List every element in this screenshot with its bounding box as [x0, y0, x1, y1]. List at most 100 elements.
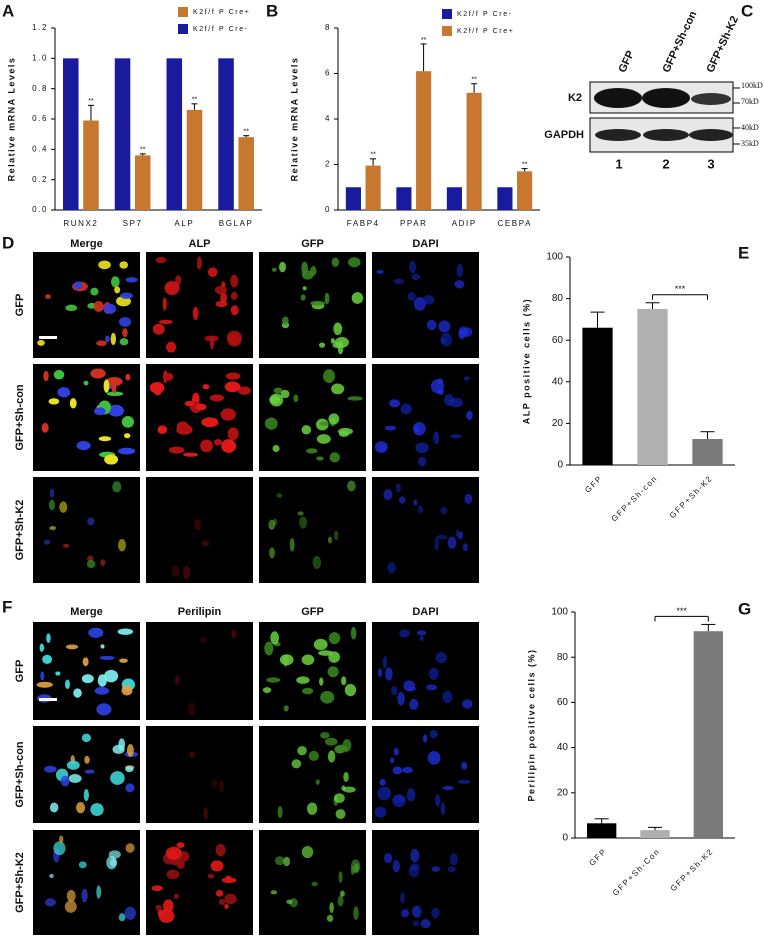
cell-signal — [433, 431, 440, 445]
cell-signal — [297, 511, 304, 516]
cell-signal — [66, 889, 76, 902]
marker-label: 100kD — [741, 81, 763, 90]
cell-signal — [458, 328, 466, 340]
cell-signal — [103, 303, 117, 315]
cell-signal — [273, 387, 283, 394]
cell-signal — [270, 631, 280, 645]
cell-signal — [318, 650, 333, 656]
cell-signal — [324, 292, 330, 305]
cell-signal — [407, 292, 416, 302]
cell-signal — [218, 898, 226, 905]
cell-signal — [409, 698, 419, 710]
lane-number: 3 — [707, 156, 714, 171]
y-tick-label: 2 — [325, 160, 331, 169]
cell-signal — [395, 483, 401, 493]
cell-signal — [105, 377, 123, 387]
legend-swatch — [178, 7, 188, 17]
cell-signal — [282, 316, 289, 326]
cell-signal — [114, 286, 121, 294]
cell-signal — [125, 373, 131, 381]
cell-signal — [90, 287, 99, 296]
cell-signal — [318, 342, 326, 348]
significance: ** — [140, 147, 146, 154]
cell-signal — [53, 369, 65, 380]
cell-signal — [121, 685, 133, 696]
cell-signal — [183, 452, 199, 457]
cell-signal — [60, 775, 70, 787]
cell-signal — [93, 301, 104, 312]
cell-signal — [418, 456, 427, 467]
cell-signal — [334, 530, 339, 541]
cell-signal — [64, 900, 77, 913]
y-tick-label: 0.8 — [32, 84, 48, 93]
x-tick-label: GFP+Sh-K2 — [669, 847, 716, 894]
marker-label: 35kD — [741, 139, 759, 148]
cell-signal — [69, 398, 77, 409]
cell-signal — [392, 766, 403, 775]
cell-signal — [207, 267, 218, 277]
cell-signal — [196, 256, 202, 270]
cell-signal — [125, 766, 134, 773]
cell-signal — [377, 668, 383, 678]
cell-signal — [382, 655, 388, 669]
cell-signal — [338, 427, 353, 435]
cell-signal — [154, 390, 162, 396]
cell-signal — [464, 493, 473, 504]
x-tick-label: ALP — [174, 219, 194, 228]
row-label: GAPDH — [544, 129, 584, 141]
cell-signal — [173, 893, 179, 899]
cell-signal — [49, 802, 59, 813]
cell-signal — [83, 380, 89, 386]
y-tick-label: 0.4 — [32, 144, 48, 153]
cell-signal — [40, 671, 45, 681]
significance: ** — [88, 98, 94, 105]
cell-signal — [323, 369, 335, 384]
cell-signal — [195, 403, 207, 411]
cell-signal — [110, 332, 117, 346]
cell-signal — [399, 629, 411, 638]
cell-signal — [104, 454, 119, 465]
cell-signal — [411, 905, 422, 918]
band — [594, 88, 642, 108]
cell-signal — [435, 793, 441, 807]
cell-signal — [81, 888, 88, 903]
bar — [396, 187, 412, 210]
cell-signal — [84, 755, 90, 764]
panel-letter: G — [738, 599, 751, 618]
cell-signal — [387, 561, 396, 574]
cell-signal — [66, 760, 80, 770]
y-tick-label: 6 — [325, 69, 331, 78]
cell-signal — [442, 690, 453, 704]
cell-signal — [316, 456, 324, 461]
cell-signal — [118, 913, 126, 922]
y-tick-label: 1.0 — [32, 53, 48, 62]
cell-signal — [96, 885, 102, 899]
cell-signal — [447, 536, 457, 549]
cell-signal — [53, 841, 66, 856]
cell-signal — [384, 425, 397, 431]
cell-signal — [333, 793, 345, 804]
cell-signal — [164, 281, 180, 296]
cell-signal — [337, 895, 344, 907]
cell-signal — [327, 536, 332, 544]
cell-signal — [78, 861, 87, 869]
cell-signal — [466, 410, 473, 420]
cell-signal — [289, 537, 295, 552]
cell-signal — [106, 855, 117, 870]
bar — [83, 120, 99, 210]
bar — [114, 58, 131, 211]
cell-signal — [277, 806, 283, 819]
cell-signal — [103, 379, 110, 393]
cell-signal — [436, 534, 448, 540]
micrograph — [33, 477, 140, 583]
cell-signal — [278, 261, 287, 273]
cell-signal — [344, 683, 357, 697]
cell-signal — [353, 906, 359, 920]
cell-signal — [328, 413, 340, 425]
cell-signal — [311, 881, 318, 887]
cell-signal — [87, 517, 95, 526]
micrograph — [146, 364, 253, 471]
y-tick-label: 60 — [557, 697, 569, 708]
x-tick-label: GFP+Sh-Con — [611, 847, 662, 898]
